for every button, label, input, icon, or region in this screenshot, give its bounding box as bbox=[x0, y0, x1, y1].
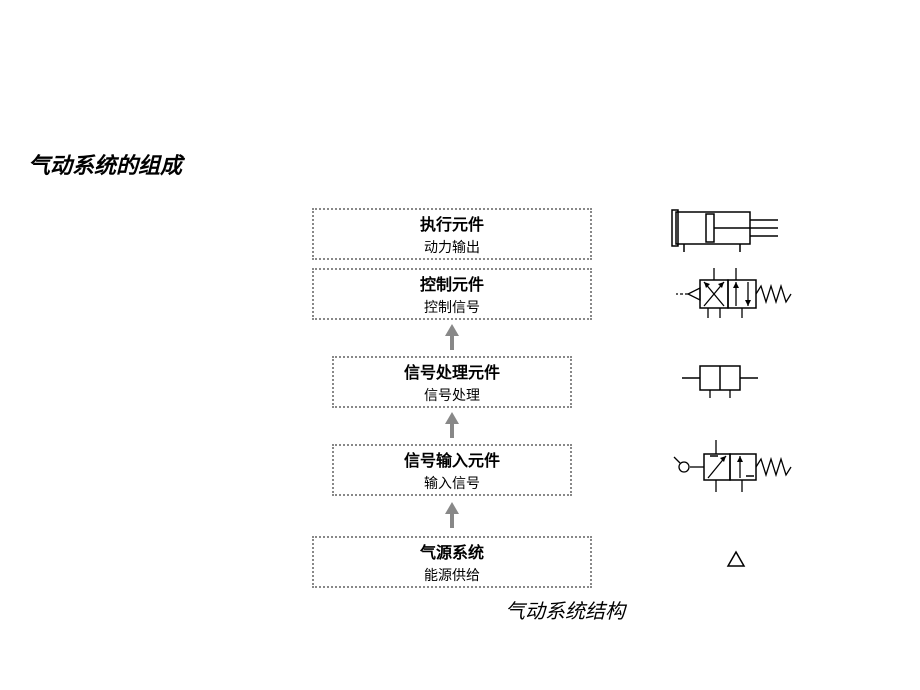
box-input: 信号输入元件 输入信号 bbox=[332, 444, 572, 496]
valve-3-2-icon bbox=[670, 440, 810, 496]
box-proc: 信号处理元件 信号处理 bbox=[332, 356, 572, 408]
box-control: 控制元件 控制信号 bbox=[312, 268, 592, 320]
box-source-title: 气源系统 bbox=[420, 539, 484, 563]
box-control-sub: 控制信号 bbox=[424, 297, 480, 317]
box-source-sub: 能源供给 bbox=[424, 565, 480, 585]
source-triangle-icon bbox=[726, 550, 746, 568]
arrow-3 bbox=[445, 502, 459, 528]
diagram-caption: 气动系统结构 bbox=[505, 595, 625, 624]
arrow-stem-icon bbox=[450, 336, 454, 350]
arrow-2 bbox=[445, 412, 459, 438]
box-exec-title: 执行元件 bbox=[420, 211, 484, 235]
box-proc-title: 信号处理元件 bbox=[404, 359, 500, 383]
box-input-sub: 输入信号 bbox=[424, 473, 480, 493]
arrow-head-icon bbox=[445, 324, 459, 336]
logic-block-icon bbox=[680, 358, 760, 398]
valve-5-2-icon bbox=[670, 268, 810, 322]
box-exec-sub: 动力输出 bbox=[424, 237, 480, 257]
arrow-head-icon bbox=[445, 502, 459, 514]
box-source: 气源系统 能源供给 bbox=[312, 536, 592, 588]
box-control-title: 控制元件 bbox=[420, 271, 484, 295]
arrow-head-icon bbox=[445, 412, 459, 424]
arrow-stem-icon bbox=[450, 514, 454, 528]
box-proc-sub: 信号处理 bbox=[424, 385, 480, 405]
box-input-title: 信号输入元件 bbox=[404, 447, 500, 471]
box-exec: 执行元件 动力输出 bbox=[312, 208, 592, 260]
cylinder-icon bbox=[670, 206, 780, 252]
arrow-1 bbox=[445, 324, 459, 350]
page-title: 气动系统的组成 bbox=[28, 148, 182, 180]
arrow-stem-icon bbox=[450, 424, 454, 438]
